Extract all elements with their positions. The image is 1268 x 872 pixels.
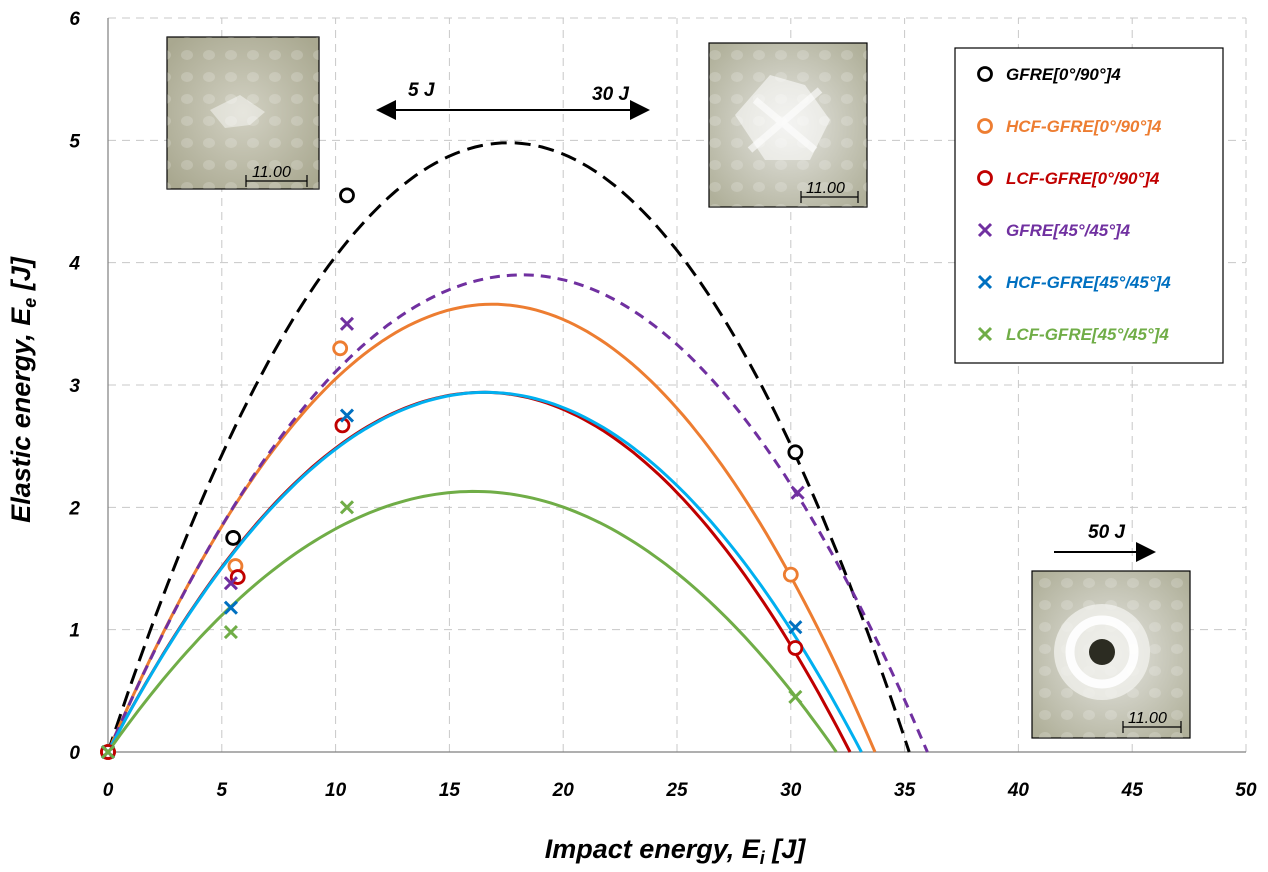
x-stroke — [100, 744, 116, 760]
y-tick-label: 0 — [69, 743, 80, 764]
y-tick-label: 3 — [69, 376, 80, 397]
legend-marker — [977, 274, 993, 290]
photo-30j: 11.00 — [708, 42, 868, 208]
x-stroke — [339, 316, 355, 331]
grid — [108, 17, 1247, 752]
data-point — [782, 566, 799, 583]
x-stroke — [977, 326, 993, 342]
photo-5j: 11.00 — [166, 36, 320, 190]
x-stroke — [223, 600, 238, 615]
energy-arrow-bottom: 50 J — [1054, 522, 1156, 562]
x-stroke — [790, 485, 805, 500]
data-point — [223, 625, 238, 640]
scale-label-30j: 11.00 — [806, 180, 845, 197]
x-stroke — [788, 620, 803, 635]
x-tick-label: 25 — [665, 780, 688, 801]
photo-50j: 11.00 — [1031, 570, 1191, 739]
x-tick-label: 35 — [894, 780, 916, 801]
fit-curve — [106, 390, 863, 753]
data-point — [339, 408, 355, 423]
data-point — [332, 340, 349, 357]
data-point — [339, 500, 355, 515]
legend-label: LCF-GFRE[0°/90°]4 — [1006, 169, 1160, 188]
y-tick-label: 1 — [69, 621, 80, 642]
x-stroke — [223, 576, 238, 591]
x-stroke — [977, 222, 993, 238]
legend-marker — [977, 66, 993, 82]
scale-label-5j: 11.00 — [252, 164, 291, 181]
legend-marker — [977, 222, 993, 238]
legend-label: LCF-GFRE[45°/45°]4 — [1006, 325, 1169, 344]
x-stroke — [788, 689, 803, 705]
markers — [100, 187, 805, 760]
x-tick-label: 40 — [1007, 780, 1030, 801]
data-point — [339, 187, 355, 204]
legend-label: HCF-GFRE[45°/45°]4 — [1006, 273, 1171, 292]
x-tick-label: 20 — [552, 780, 575, 801]
x-tick-label: 50 — [1235, 780, 1257, 801]
fit-curves — [106, 141, 929, 753]
y-tick-label: 4 — [68, 254, 80, 275]
x-tick-label: 5 — [217, 780, 228, 801]
data-point — [787, 444, 804, 461]
data-point — [788, 689, 803, 705]
x-stroke — [223, 625, 238, 640]
legend-marker — [977, 118, 993, 134]
x-tick-label: 10 — [325, 780, 347, 801]
x-stroke — [977, 274, 993, 290]
x-tick-label: 45 — [1121, 780, 1144, 801]
data-point — [790, 485, 805, 500]
fit-curve — [106, 141, 911, 753]
y-tick-label: 2 — [68, 498, 80, 519]
x-axis-title: Impact energy, Ei [J] — [545, 834, 807, 868]
legend-marker — [977, 326, 993, 342]
annotation-50j: 50 J — [1088, 522, 1125, 543]
data-point — [339, 316, 355, 331]
y-axis-title: Elastic energy, Ee [J] — [6, 256, 40, 523]
data-point — [788, 620, 803, 635]
data-point — [787, 640, 804, 656]
y-tick-label: 5 — [69, 131, 80, 152]
fit-curve — [106, 489, 838, 753]
x-stroke — [339, 408, 355, 423]
energy-arrow-top: 5 J 30 J — [376, 80, 650, 120]
legend-label: HCF-GFRE[0°/90°]4 — [1006, 117, 1162, 136]
annotation-5j: 5 J — [408, 80, 435, 101]
legend: GFRE[0°/90°]4 HCF-GFRE[0°/90°]4 LCF-GFRE[0… — [954, 47, 1224, 364]
data-point — [223, 600, 238, 615]
legend-label: GFRE[0°/90°]4 — [1006, 65, 1121, 84]
fit-curve — [106, 302, 877, 753]
data-point — [225, 530, 242, 546]
x-tick-label: 15 — [439, 780, 461, 801]
data-point — [100, 744, 116, 760]
x-tick-label: 0 — [103, 780, 114, 801]
legend-marker — [977, 170, 993, 186]
fit-curve — [106, 273, 929, 753]
x-stroke — [339, 500, 355, 515]
scale-label-50j: 11.00 — [1128, 710, 1167, 727]
data-point — [223, 576, 238, 591]
y-tick-label: 6 — [69, 9, 80, 30]
annotation-30j: 30 J — [592, 84, 629, 105]
x-tick-label: 30 — [780, 780, 802, 801]
legend-label: GFRE[45°/45°]4 — [1006, 221, 1131, 240]
